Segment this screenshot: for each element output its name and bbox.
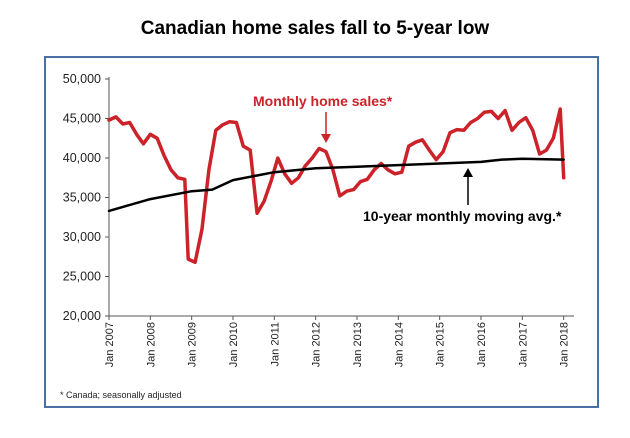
x-tick-label: Jan 2017 [517, 322, 529, 367]
footnote: * Canada; seasonally adjusted [60, 390, 182, 400]
y-tick-label: 25,000 [63, 270, 101, 284]
x-tick-label: Jan 2014 [393, 322, 405, 367]
x-tick-label: Jan 2012 [311, 322, 323, 367]
monthly-sales-line [107, 107, 566, 265]
x-tick-label: Jan 2009 [187, 322, 199, 367]
chart-title: Canadian home sales fall to 5-year low [140, 18, 490, 39]
monthly-sales-arrowhead [321, 134, 331, 143]
y-tick-label: 35,000 [63, 191, 101, 205]
x-tick-label: Jan 2018 [559, 322, 571, 367]
x-tick-label: Jan 2007 [104, 322, 116, 367]
y-tick-label: 40,000 [63, 151, 101, 165]
x-tick-label: Jan 2013 [352, 322, 364, 367]
x-tick-label: Jan 2011 [269, 322, 281, 366]
y-tick-label: 30,000 [63, 230, 101, 244]
moving-average-annotation: 10-year monthly moving avg.* [363, 208, 562, 224]
moving-average-arrowhead [463, 168, 473, 177]
x-tick-label: Jan 2016 [476, 322, 488, 367]
y-tick-label: 50,000 [63, 72, 101, 86]
y-tick-label: 45,000 [63, 112, 101, 126]
x-tick-label: Jan 2015 [435, 322, 447, 367]
monthly-sales-annotation: Monthly home sales* [253, 93, 393, 109]
moving-average-line [107, 157, 565, 213]
y-tick-label: 20,000 [63, 309, 101, 323]
x-tick-label: Jan 2008 [145, 322, 157, 367]
x-tick-label: Jan 2010 [228, 322, 240, 367]
